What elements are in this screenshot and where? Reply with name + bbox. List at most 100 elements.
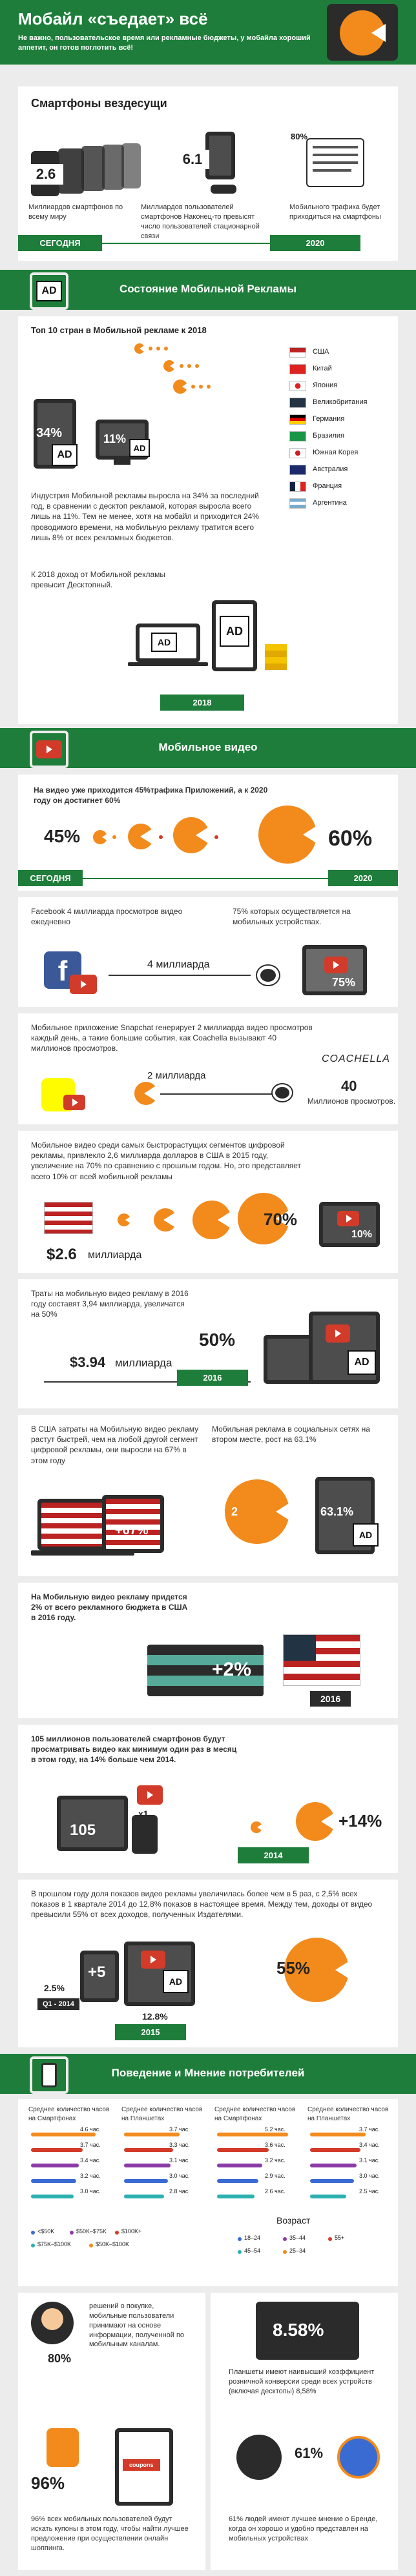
tablet-ad-badge: AD [220, 616, 249, 647]
col2-label: Среднее количество часов на Планшетах [121, 2106, 203, 2122]
video-play-icon [326, 1324, 350, 1343]
thumbs-up-icon [47, 2428, 79, 2467]
phone-emblem-icon [41, 2063, 57, 2087]
fb-pct: 75% [332, 976, 356, 989]
flag-canton [284, 1635, 316, 1661]
snapchat-card: Мобильное приложение Snapchat генерирует… [18, 1013, 398, 1124]
flag-kr-icon [289, 448, 306, 458]
flag-us-large-icon [44, 1202, 93, 1234]
growth-ad-badge: AD [163, 1970, 189, 1993]
video-play-icon [337, 1211, 359, 1226]
snap-text: Мобильное приложение Snapchat генерирует… [31, 1023, 313, 1053]
pct67: +67% [115, 1523, 149, 1537]
pacman-logo [327, 4, 398, 61]
flag-cn-icon [289, 364, 306, 374]
us-video-card: Мобильное видео среди самых быстрорастущ… [18, 1131, 398, 1273]
users-tablet-icon [57, 1796, 128, 1851]
pct11: 11% [103, 432, 127, 445]
year-2020-video-label: 2020 [328, 870, 398, 886]
year-2018-label: 2018 [160, 695, 244, 711]
coins-stack-icon [265, 644, 287, 670]
timeline-line [83, 878, 328, 879]
growth5-text: В прошлом году доля показов видео реклам… [31, 1889, 373, 1920]
us-text: Мобильное видео среди самых быстрорастущ… [31, 1141, 302, 1181]
video-play-icon [137, 1785, 163, 1805]
flag-br-icon [289, 431, 306, 441]
year-2020-label: 2020 [270, 235, 360, 251]
fb-billion: 4 миллиарда [147, 959, 210, 970]
ad-emblem: AD [30, 272, 68, 310]
pacman-xlarge-icon [238, 1193, 289, 1244]
pct2: 2 [231, 1505, 238, 1518]
arrow-line [109, 975, 251, 976]
monitor-stand [114, 460, 130, 465]
pct60: 60% [328, 826, 373, 851]
stat1-value: 2.6 [28, 164, 63, 185]
traffic-card: На видео уже приходится 45%трафика Прило… [18, 775, 398, 891]
stat2-text: Миллиардов пользователей смартфонов Нако… [141, 203, 260, 240]
coachella-logo: COACHELLA [322, 1053, 390, 1064]
pacman-xlarge-icon [225, 1479, 289, 1544]
x5: +5 [88, 1963, 106, 1981]
share-text: На Мобильную видео рекламу придется 2% о… [31, 1592, 188, 1623]
desktop-ad-badge: AD [129, 439, 150, 457]
person-face-icon [41, 2308, 63, 2330]
arrow-line [160, 1093, 276, 1095]
pct80: 80% [48, 2352, 72, 2365]
social-text: Мобильная реклама в социальных сетях на … [212, 1425, 370, 1445]
snap-40: 40 [341, 1078, 357, 1094]
flag-au-icon [289, 465, 306, 475]
pacman-icon [340, 10, 385, 56]
us-value-unit: миллиарда [88, 1250, 142, 1261]
video-emblem [30, 731, 68, 768]
country-10: Аргентина [313, 499, 347, 507]
mobile-ad-badge: AD [52, 444, 78, 466]
ad-section-title: Состояние Мобильной Рекламы [120, 283, 296, 295]
flag-gb-icon [289, 398, 306, 408]
timeline-line [102, 243, 270, 244]
pct45: 45% [44, 826, 81, 846]
stat3-value: 80% [291, 132, 308, 141]
year-2014-label: 2014 [238, 1847, 309, 1863]
stat1-text: Миллиардов смартфонов по всему миру [28, 203, 123, 221]
phone-black-icon [132, 1815, 158, 1854]
pct10: 10% [351, 1229, 373, 1240]
snap-billion: 2 миллиарда [147, 1070, 206, 1081]
ad-section-header: AD Состояние Мобильной Рекламы [0, 270, 416, 310]
pacman-medium-icon [154, 1208, 177, 1232]
eye-icon [257, 966, 279, 985]
pacman-large-icon [192, 1201, 231, 1239]
col1-label: Среднее количество часов на Смартфонах [28, 2106, 110, 2122]
money-stack-icon [147, 1645, 264, 1696]
tablet-flag-icon [102, 1495, 164, 1553]
pct128: 12.8% [142, 2011, 168, 2022]
flag-jp-icon [289, 381, 306, 391]
today-label: СЕГОДНЯ [18, 235, 102, 251]
smartphones-card: Смартфоны вездесущи 2.6 Миллиардов смарт… [18, 86, 398, 261]
growth-text: В США затраты на Мобильную видео рекламу… [31, 1425, 199, 1465]
badge-858 [256, 2302, 359, 2360]
pct34: 34% [36, 426, 63, 440]
snap-eye-icon [273, 1084, 292, 1101]
pct50: 50% [199, 1330, 236, 1350]
text858: Планшеты имеют наивысший коэффициент роз… [229, 2368, 375, 2395]
phone-handset-icon [211, 185, 236, 194]
share-card: На Мобильную видео рекламу придется 2% о… [18, 1583, 398, 1718]
header: Мобайл «съедает» всё Не важно, пользоват… [0, 0, 416, 65]
video-section-header: Мобильное видео [0, 728, 416, 768]
spend-text: Траты на мобильную видео рекламу в 2016 … [31, 1289, 189, 1319]
pct25: 2.5% [44, 1983, 65, 1993]
traffic-text: На видео уже приходится 45%трафика Прило… [34, 786, 268, 806]
us-value: $2.6 [47, 1246, 77, 1263]
pct61: 61% [295, 2445, 324, 2461]
country-9: Франция [313, 482, 342, 490]
star-badge-icon [337, 2436, 380, 2479]
pacman-small-icon [251, 1821, 262, 1833]
year-2016-label: 2016 [177, 1370, 248, 1386]
growth5-card: В прошлом году доля показов видео реклам… [18, 1880, 398, 2047]
col4-label: Среднее количество часов на Планшетах [307, 2106, 389, 2122]
country-8: Австралия [313, 465, 348, 473]
stat3-text: Мобильного трафика будет приходиться на … [289, 203, 381, 221]
hours-card: Среднее количество часов на Смартфонах С… [18, 2099, 398, 2286]
pacman-xlarge-icon [258, 806, 317, 864]
